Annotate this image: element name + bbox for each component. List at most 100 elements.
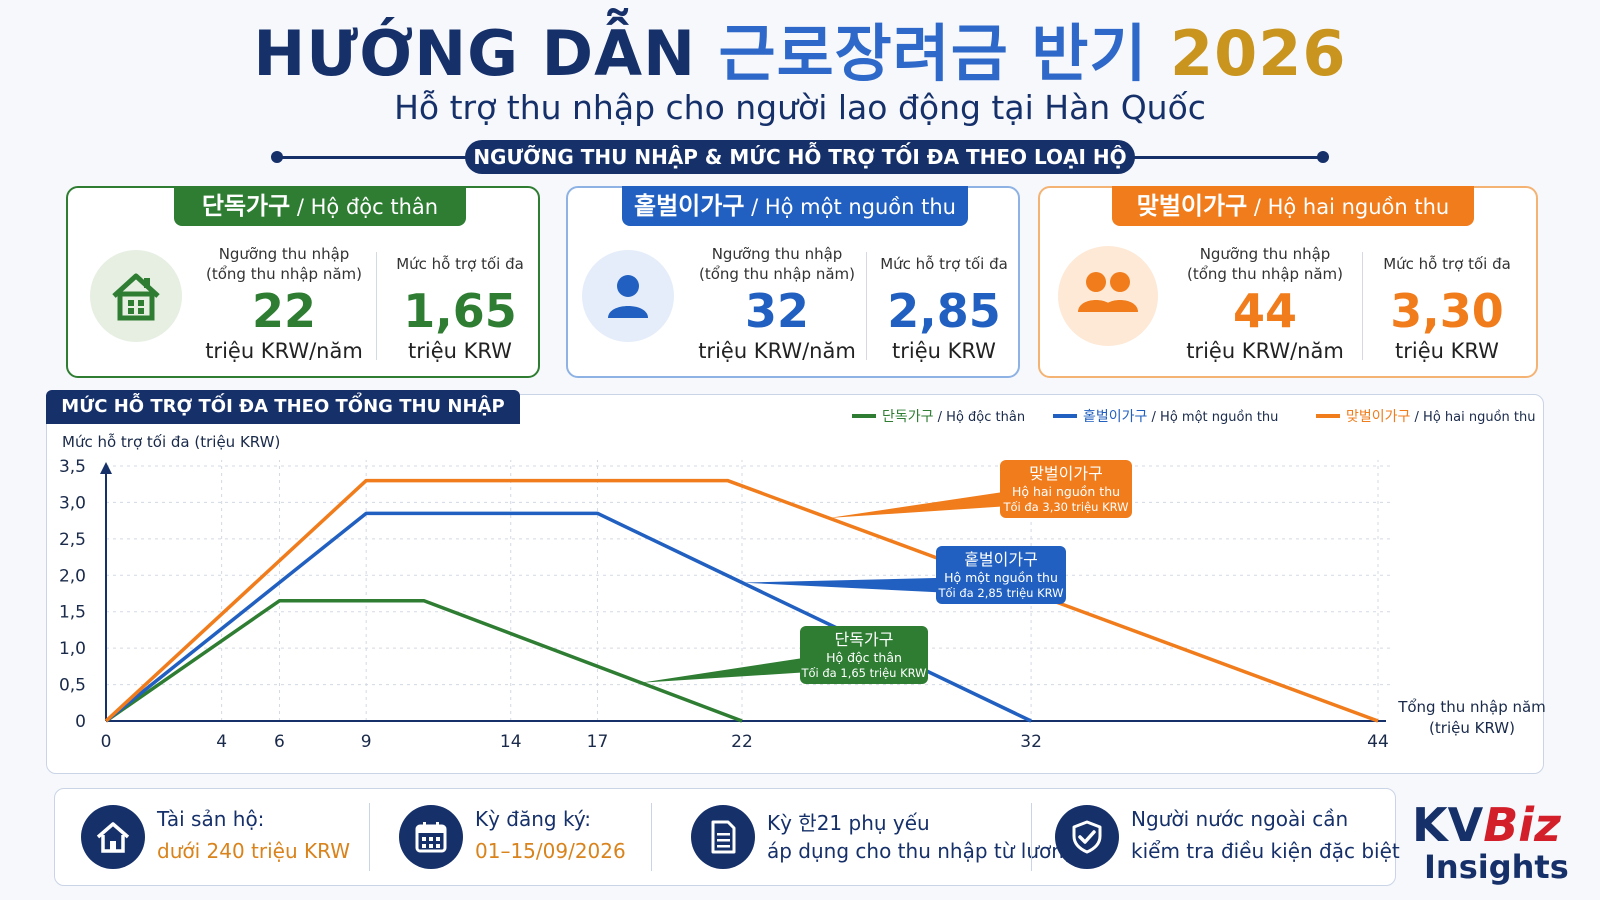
shield-check-icon bbox=[1055, 805, 1119, 869]
max-metric: Mức hỗ trợ tối đa 1,65 triệu KRW bbox=[390, 244, 530, 364]
y-tick-label: 1,5 bbox=[59, 603, 86, 623]
info-label: Người nước ngoài cần bbox=[1131, 807, 1349, 831]
y-tick-label: 0 bbox=[75, 712, 86, 732]
callout-box bbox=[936, 546, 1066, 604]
card-single-earner: 홑벌이가구 / Hộ một nguồn thu Ngưỡng thu nhập… bbox=[566, 186, 1020, 378]
callout-pointer bbox=[828, 491, 1004, 518]
max-unit: triệu KRW bbox=[892, 339, 996, 363]
card-header: 홑벌이가구 / Hộ một nguồn thu bbox=[622, 186, 968, 226]
y-axis-arrow bbox=[100, 462, 112, 474]
y-axis-label: Mức hỗ trợ tối đa (triệu KRW) bbox=[62, 433, 280, 451]
info-divider bbox=[1031, 803, 1032, 871]
logo-kv: KV bbox=[1412, 798, 1484, 852]
threshold-sublabel: (tổng thu nhập năm) bbox=[1186, 265, 1344, 283]
page-title: HƯỚNG DẪN 근로장려금 반기 2026 bbox=[0, 14, 1600, 94]
info-label: Kỳ đăng ký: bbox=[475, 807, 591, 831]
max-label: Mức hỗ trợ tối đa bbox=[1383, 255, 1511, 273]
section-label: NGƯỠNG THU NHẬP & MỨC HỖ TRỢ TỐI ĐA THEO… bbox=[465, 140, 1135, 174]
section-header: NGƯỠNG THU NHẬP & MỨC HỖ TRỢ TỐI ĐA THEO… bbox=[271, 140, 1329, 174]
max-unit: triệu KRW bbox=[408, 339, 512, 363]
brand-logo: KVBiz bbox=[1412, 800, 1561, 850]
info-period: Kỳ 한21 phụ yếu áp dụng cho thu nhập từ l… bbox=[665, 789, 1077, 885]
chart-title: MỨC HỖ TRỢ TỐI ĐA THEO TỔNG THU NHẬP NĂM bbox=[46, 390, 520, 451]
callout-subtitle: Hộ độc thân bbox=[826, 650, 902, 665]
card-header-vn: / Hộ độc thân bbox=[290, 195, 439, 219]
x-tick-label: 9 bbox=[361, 732, 372, 752]
info-divider bbox=[651, 803, 652, 871]
max-metric: Mức hỗ trợ tối đa 3,30 triệu KRW bbox=[1372, 244, 1522, 364]
y-tick-label: 2,0 bbox=[59, 566, 86, 586]
x-tick-label: 6 bbox=[274, 732, 285, 752]
info-assets: Tài sản hộ: dưới 240 triệu KRW bbox=[55, 789, 375, 885]
max-unit: triệu KRW bbox=[1395, 339, 1499, 363]
info-registration: Kỳ đăng ký: 01–15/09/2026 bbox=[373, 789, 663, 885]
x-tick-label: 22 bbox=[731, 732, 753, 752]
legend-label-vn: / Hộ hai nguồn thu bbox=[1410, 410, 1535, 425]
info-label: Kỳ 한21 phụ yếu bbox=[767, 811, 930, 835]
legend-label: 맞벌이가구 / Hộ hai nguồn thu bbox=[1346, 409, 1536, 425]
info-bar: Tài sản hộ: dưới 240 triệu KRW Kỳ đăng k… bbox=[54, 788, 1400, 886]
y-tick-label: 0,5 bbox=[59, 676, 86, 696]
card-divider bbox=[1362, 252, 1363, 360]
title-vn: HƯỚNG DẪN bbox=[253, 17, 696, 90]
card-divider bbox=[376, 252, 377, 360]
brand-logo-insights: Insights bbox=[1424, 848, 1569, 886]
x-tick-label: 32 bbox=[1020, 732, 1042, 752]
threshold-value: 32 bbox=[744, 284, 809, 338]
threshold-label: Ngưỡng thu nhập bbox=[711, 245, 843, 263]
y-tick-label: 3,0 bbox=[59, 493, 86, 513]
card-divider bbox=[866, 252, 867, 360]
x-tick-label: 17 bbox=[587, 732, 609, 752]
callout-box bbox=[800, 626, 928, 684]
callout-title: 홑벌이가구 bbox=[964, 550, 1038, 569]
series-line bbox=[105, 599, 743, 723]
x-axis-label: Tổng thu nhập năm bbox=[1397, 698, 1546, 716]
callout-subtitle: Hộ một nguồn thu bbox=[944, 570, 1058, 585]
threshold-sublabel: (tổng thu nhập năm) bbox=[698, 265, 856, 283]
title-kr: 근로장려금 반기 bbox=[718, 17, 1148, 90]
threshold-metric: Ngưỡng thu nhập (tổng thu nhập năm) 44 t… bbox=[1180, 244, 1350, 364]
legend-label-kr: 맞벌이가구 bbox=[1346, 409, 1411, 425]
callout-box bbox=[1000, 460, 1132, 518]
threshold-value: 22 bbox=[251, 284, 316, 338]
info-label: Tài sản hộ: bbox=[157, 807, 265, 831]
title-year: 2026 bbox=[1170, 17, 1347, 90]
info-value: áp dụng cho thu nhập từ lương bbox=[767, 839, 1077, 863]
x-tick-label: 0 bbox=[101, 732, 112, 752]
callout-pointer bbox=[742, 577, 940, 593]
calendar-icon bbox=[399, 805, 463, 869]
info-foreigners: Người nước ngoài cần kiểm tra điều kiện … bbox=[1029, 789, 1400, 885]
max-value: 3,30 bbox=[1390, 284, 1504, 338]
max-label: Mức hỗ trợ tối đa bbox=[396, 255, 524, 273]
threshold-value: 44 bbox=[1232, 284, 1297, 338]
card-header-vn: / Hộ một nguồn thu bbox=[744, 195, 956, 219]
threshold-metric: Ngưỡng thu nhập (tổng thu nhập năm) 32 t… bbox=[692, 244, 862, 364]
max-label: Mức hỗ trợ tối đa bbox=[880, 255, 1008, 273]
callout-title: 단독가구 bbox=[835, 630, 894, 649]
info-value: dưới 240 triệu KRW bbox=[157, 839, 350, 863]
card-dual-earner: 맞벌이가구 / Hộ hai nguồn thu Ngưỡng thu nhập… bbox=[1038, 186, 1538, 378]
legend-label-vn: / Hộ độc thân bbox=[934, 410, 1026, 425]
y-tick-label: 1,0 bbox=[59, 639, 86, 659]
threshold-unit: triệu KRW/năm bbox=[205, 339, 363, 363]
house-icon bbox=[90, 250, 182, 342]
legend-label-kr: 홑벌이가구 bbox=[1083, 409, 1148, 425]
info-value: kiểm tra điều kiện đặc biệt bbox=[1131, 839, 1400, 863]
document-icon bbox=[691, 805, 755, 869]
x-tick-label: 44 bbox=[1367, 732, 1389, 752]
max-metric: Mức hỗ trợ tối đa 2,85 triệu KRW bbox=[874, 244, 1014, 364]
house-icon bbox=[81, 805, 145, 869]
callout-value: Tối đa 3,30 triệu KRW bbox=[1002, 500, 1128, 514]
card-header-kr: 단독가구 bbox=[201, 192, 291, 220]
x-axis-label-unit: (triệu KRW) bbox=[1429, 719, 1515, 737]
chart-panel bbox=[46, 394, 1544, 774]
logo-biz: Biz bbox=[1483, 798, 1561, 852]
x-tick-label: 4 bbox=[216, 732, 227, 752]
legend-label: 홑벌이가구 / Hộ một nguồn thu bbox=[1083, 409, 1278, 425]
legend-label-kr: 단독가구 bbox=[882, 409, 934, 425]
y-tick-label: 2,5 bbox=[59, 530, 86, 550]
person-icon bbox=[582, 250, 674, 342]
card-header-vn: / Hộ hai nguồn thu bbox=[1247, 195, 1450, 219]
callout-title: 맞벌이가구 bbox=[1029, 464, 1103, 483]
